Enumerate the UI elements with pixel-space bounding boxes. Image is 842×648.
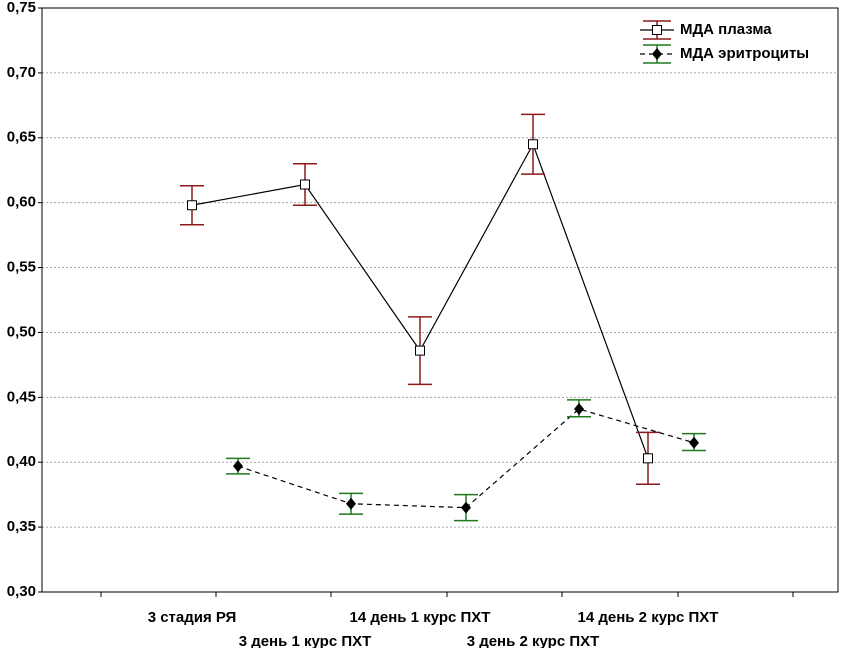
legend: МДА плазма МДА эритроциты [640,20,809,64]
legend-label: МДА плазма [680,21,772,38]
x-category-label: 14 день 1 курс ПХТ [350,609,491,626]
data-point [346,497,356,510]
series-line [237,408,695,509]
series-erythrocytes [226,399,706,522]
x-axis-ticks: 3 стадия РЯ3 день 1 курс ПХТ 14 день 1 ку… [100,592,794,648]
y-tick-label: 0,40 [7,453,36,470]
legend-marker [652,25,662,35]
y-tick-label: 0,75 [7,0,36,16]
data-point [415,345,425,356]
data-point [233,460,243,473]
series-layer [180,113,706,522]
data-point [300,179,310,190]
y-tick-label: 0,60 [7,194,36,211]
data-point [187,200,197,211]
y-axis-ticks: 0,30 0,35 0,40 0,45 0,50 0,55 0,60 0,65 0,70 0,75 [7,0,42,600]
legend-entry: МДА плазма [640,20,772,40]
y-tick-label: 0,70 [7,64,36,81]
y-tick-label: 0,35 [7,518,36,535]
plot-frame [41,7,839,593]
data-point [528,139,538,150]
legend-entry: МДА эритроциты [640,44,809,64]
y-tick-label: 0,30 [7,583,36,600]
series-plasma [180,113,660,486]
legend-marker [652,48,662,60]
x-category-label: 14 день 2 курс ПХТ [578,609,719,626]
data-point [461,501,471,514]
x-category-label: 3 стадия РЯ [148,609,237,626]
axes [41,7,839,593]
grid-lines [42,72,838,528]
data-point [574,403,584,416]
y-tick-label: 0,55 [7,259,36,276]
legend-label: МДА эритроциты [680,45,809,62]
y-tick-label: 0,50 [7,323,36,340]
y-tick-label: 0,65 [7,129,36,146]
data-point [689,436,699,449]
y-tick-label: 0,45 [7,388,36,405]
x-category-label: 3 день 1 курс ПХТ [239,633,372,648]
x-category-label: 3 день 2 курс ПХТ [467,633,600,648]
data-point [643,453,653,464]
